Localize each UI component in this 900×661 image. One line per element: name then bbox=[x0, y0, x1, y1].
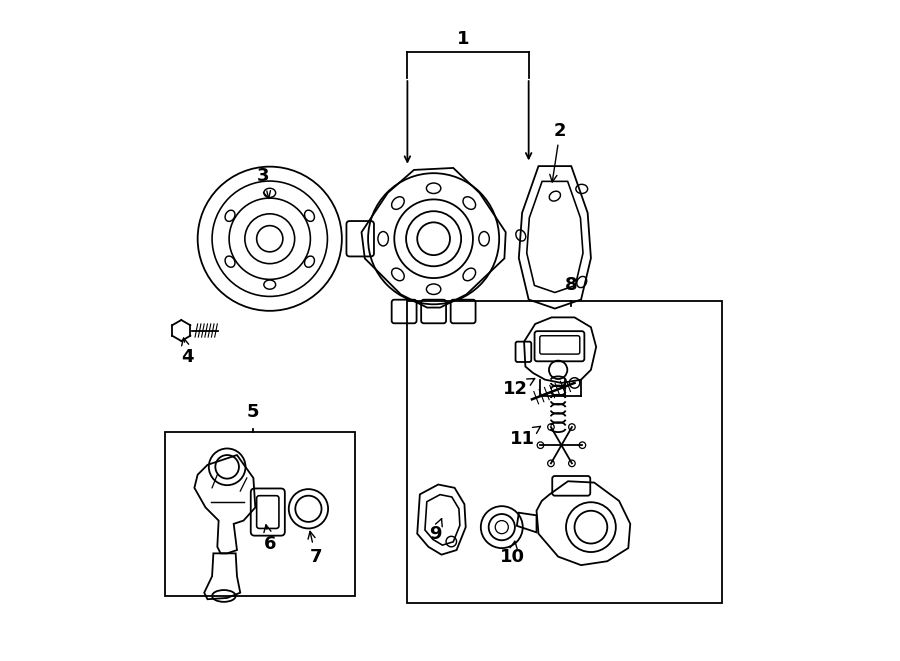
Text: 3: 3 bbox=[256, 167, 271, 198]
Text: 12: 12 bbox=[503, 379, 535, 399]
Bar bbox=[165, 432, 355, 596]
Text: 8: 8 bbox=[565, 276, 578, 293]
Text: 7: 7 bbox=[308, 531, 322, 566]
Text: 1: 1 bbox=[457, 30, 470, 48]
Text: 6: 6 bbox=[264, 525, 276, 553]
Text: 5: 5 bbox=[248, 403, 259, 422]
Text: 9: 9 bbox=[429, 519, 442, 543]
Text: 2: 2 bbox=[550, 122, 566, 182]
Bar bbox=[408, 301, 722, 603]
Text: 11: 11 bbox=[509, 426, 541, 447]
Text: 4: 4 bbox=[182, 338, 194, 366]
Text: 10: 10 bbox=[500, 541, 525, 566]
